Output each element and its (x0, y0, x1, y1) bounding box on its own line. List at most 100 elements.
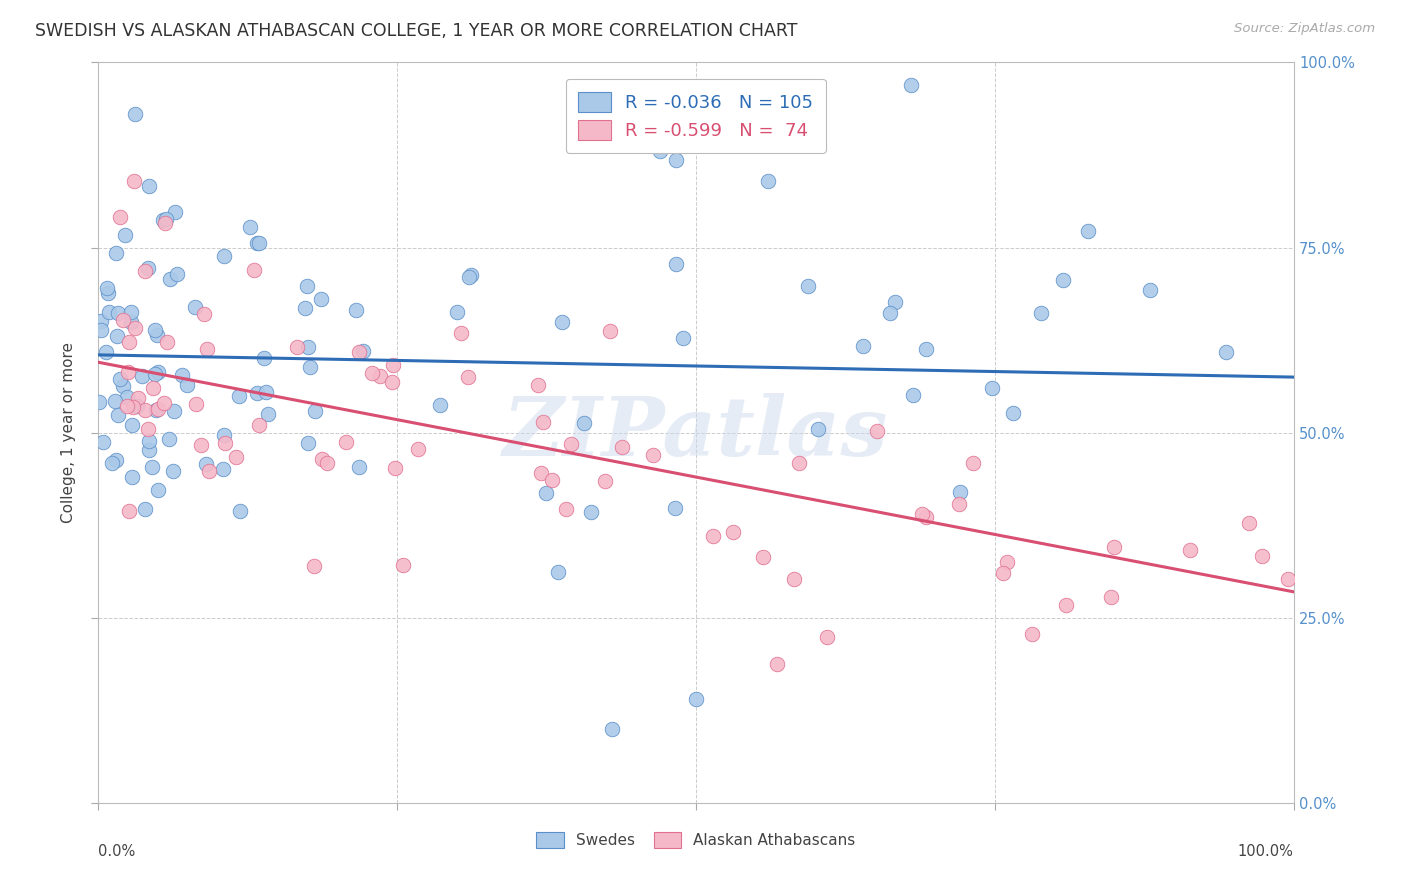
Point (134, 264, 156, 278)
Point (247, 236, 270, 251)
Point (155, 211, 177, 226)
Point (1139, 283, 1161, 297)
Point (664, 500, 686, 515)
Point (225, 450, 247, 465)
Point (335, 434, 357, 449)
Point (815, 630, 838, 644)
Text: SWEDISH VS ALASKAN ATHABASCAN COLLEGE, 1 YEAR OR MORE CORRELATION CHART: SWEDISH VS ALASKAN ATHABASCAN COLLEGE, 1… (35, 22, 797, 40)
Point (1031, 305, 1053, 319)
Point (198, 464, 221, 478)
Point (392, 558, 415, 572)
Point (1077, 223, 1099, 237)
Point (527, 378, 550, 392)
Point (665, 153, 688, 168)
Point (1099, 590, 1122, 604)
Point (547, 565, 569, 579)
Point (163, 403, 186, 417)
Point (360, 366, 382, 380)
Point (610, 441, 633, 455)
Point (193, 307, 215, 321)
Point (751, 550, 773, 565)
Point (384, 461, 406, 475)
Point (531, 415, 554, 429)
Point (911, 508, 934, 522)
Point (852, 339, 875, 353)
Point (214, 435, 236, 450)
Point (962, 456, 984, 470)
Point (138, 443, 160, 458)
Point (159, 272, 181, 286)
Point (901, 388, 924, 402)
Point (602, 722, 624, 736)
Point (107, 408, 129, 422)
Point (89, 395, 111, 409)
Point (105, 328, 128, 343)
Point (211, 462, 233, 476)
Point (108, 211, 131, 225)
Point (143, 322, 166, 336)
Point (141, 460, 163, 475)
Point (257, 407, 280, 421)
Point (184, 397, 207, 411)
Point (146, 402, 169, 417)
Point (948, 497, 970, 511)
Point (294, 301, 316, 315)
Text: ZIPatlas: ZIPatlas (503, 392, 889, 473)
Text: 0.0%: 0.0% (98, 844, 135, 858)
Point (723, 525, 745, 540)
Point (228, 504, 250, 518)
Point (90, 314, 112, 328)
Point (142, 381, 165, 395)
Point (96, 281, 118, 295)
Point (347, 459, 370, 474)
Point (599, 324, 621, 338)
Point (162, 464, 184, 478)
Point (115, 400, 138, 414)
Point (534, 486, 557, 500)
Point (1251, 549, 1274, 563)
Point (124, 174, 146, 188)
Point (124, 320, 146, 334)
Point (166, 267, 188, 281)
Point (446, 305, 468, 319)
Point (302, 558, 325, 573)
Point (1052, 272, 1074, 286)
Point (214, 428, 236, 442)
Point (382, 359, 405, 373)
Point (980, 381, 1002, 395)
Point (309, 292, 332, 306)
Point (756, 174, 779, 188)
Point (159, 433, 181, 447)
Point (866, 424, 889, 438)
Point (124, 107, 146, 121)
Point (146, 365, 169, 379)
Point (195, 458, 218, 472)
Point (176, 378, 198, 392)
Point (429, 398, 451, 412)
Point (156, 334, 179, 349)
Point (114, 227, 136, 242)
Text: Source: ZipAtlas.com: Source: ZipAtlas.com (1234, 22, 1375, 36)
Point (648, 145, 672, 159)
Point (104, 394, 127, 409)
Point (105, 453, 128, 467)
Y-axis label: College, 1 year or more: College, 1 year or more (60, 343, 76, 523)
Point (381, 375, 404, 389)
Point (797, 278, 820, 293)
Point (879, 306, 901, 320)
Point (949, 484, 972, 499)
Point (138, 179, 160, 194)
Point (118, 334, 141, 349)
Point (91, 435, 114, 450)
Point (299, 359, 322, 374)
Point (883, 295, 905, 310)
Point (460, 268, 482, 282)
Point (145, 403, 167, 417)
Point (120, 305, 142, 319)
Point (115, 390, 138, 404)
Point (295, 279, 318, 293)
Point (1102, 540, 1125, 554)
Point (118, 504, 141, 518)
Point (297, 340, 319, 354)
Point (153, 216, 176, 230)
